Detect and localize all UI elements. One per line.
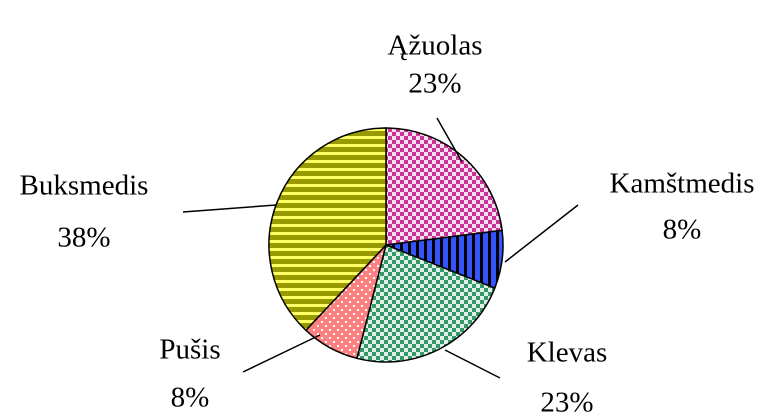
leader-line	[436, 117, 463, 163]
slice-value-label: 23%	[408, 68, 461, 100]
slice-value-label: 23%	[540, 387, 593, 419]
pie-slice	[385, 127, 503, 246]
pie-slice	[268, 127, 387, 332]
slice-label: Pušis	[159, 334, 220, 366]
slice-label: Klevas	[527, 337, 608, 369]
slice-value-label: 38%	[57, 222, 110, 254]
slice-label: Kamštmedis	[610, 168, 755, 200]
leader-line	[242, 334, 321, 373]
slice-value-label: 8%	[663, 214, 702, 246]
leader-line	[182, 204, 277, 213]
slice-label: Buksmedis	[20, 170, 149, 202]
leader-line	[444, 349, 501, 379]
pie-slice	[355, 243, 496, 363]
slice-label: Ąžuolas	[387, 30, 482, 62]
leader-line	[504, 204, 579, 263]
slice-value-label: 8%	[171, 382, 210, 414]
